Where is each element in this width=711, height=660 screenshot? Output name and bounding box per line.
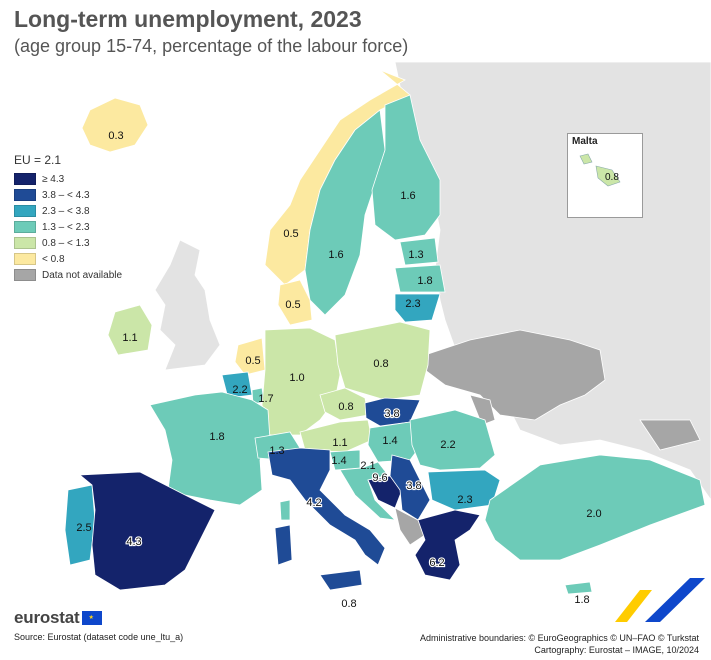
map-subtitle: (age group 15-74, percentage of the labo… <box>14 36 409 56</box>
legend-label: ≥ 4.3 <box>42 173 65 185</box>
legend-swatch <box>14 253 36 265</box>
georgia-no-data <box>639 419 701 451</box>
corsica-shape <box>279 499 291 521</box>
bosnia-shape <box>367 475 403 509</box>
value-label-ireland: 1.1 <box>122 332 137 344</box>
legend-swatch <box>14 269 36 281</box>
denmark-shape <box>277 279 313 326</box>
admin-line-2: Cartography: Eurostat – IMAGE, 10/2024 <box>534 645 699 655</box>
malta-inset: Malta 0.8 <box>567 133 643 218</box>
legend-item: 1.3 – < 2.3 <box>14 219 122 235</box>
value-label-serbia: 3.8 <box>406 480 421 492</box>
legend-label: Data not available <box>42 269 123 281</box>
legend-swatch <box>14 173 36 185</box>
value-label-italy: 4.2 <box>306 497 321 509</box>
value-label-finland: 1.6 <box>400 190 415 202</box>
value-label-latvia: 1.8 <box>417 275 432 287</box>
ukraine-no-data <box>424 329 606 421</box>
logo-wordmark: eurostat <box>14 608 80 627</box>
spain-shape <box>78 471 216 591</box>
ireland-shape <box>107 304 153 356</box>
legend-swatch <box>14 221 36 233</box>
uk-land <box>154 239 221 371</box>
malta-shape-svg <box>579 153 621 187</box>
value-label-sweden: 1.6 <box>328 249 343 261</box>
map-title: Long-term unemployment, 2023 <box>14 6 362 32</box>
malta-shape <box>579 153 621 187</box>
legend-item: 3.8 – < 4.3 <box>14 187 122 203</box>
cyprus-shape <box>564 581 593 595</box>
value-label-portugal: 2.5 <box>76 522 91 534</box>
value-label-spain: 4.3 <box>126 536 141 548</box>
latvia-shape <box>394 264 446 293</box>
eu-flag-icon: ★ <box>82 611 103 625</box>
finland-shape <box>371 94 441 241</box>
legend-label: < 0.8 <box>42 253 65 265</box>
source-note: Source: Eurostat (dataset code une_ltu_a… <box>14 632 184 642</box>
value-label-bosnia-and-herzegovina: 9.6 <box>372 472 387 484</box>
legend-label: 2.3 – < 3.8 <box>42 205 90 217</box>
map-legend: EU = 2.1 ≥ 4.3 3.8 – < 4.3 2.3 – < 3.8 1.3 … <box>14 153 122 283</box>
turkiye-shape <box>484 454 706 561</box>
value-label-denmark: 0.5 <box>285 299 300 311</box>
value-label-bulgaria: 2.3 <box>457 494 472 506</box>
value-label-greece: 6.2 <box>429 557 444 569</box>
value-label-belgium: 2.2 <box>232 384 247 396</box>
value-label-romania: 2.2 <box>440 439 455 451</box>
decorative-stripe-yellow <box>615 590 652 622</box>
value-label-netherlands: 0.5 <box>245 355 260 367</box>
value-label-hungary: 1.4 <box>382 435 397 447</box>
value-label-czechia: 0.8 <box>338 401 353 413</box>
value-label-estonia: 1.3 <box>408 249 423 261</box>
estonia-shape <box>399 237 439 266</box>
inset-title: Malta <box>572 136 598 147</box>
greece-shape <box>414 509 481 581</box>
value-label-slovenia: 1.4 <box>331 455 346 467</box>
admin-note: Administrative boundaries: © EuroGeograp… <box>420 632 699 656</box>
sardinia-shape <box>274 524 293 566</box>
france-shape <box>149 391 271 506</box>
value-label-iceland: 0.3 <box>108 130 123 142</box>
value-label-slovakia: 3.8 <box>384 408 399 420</box>
legend-item: 2.3 – < 3.8 <box>14 203 122 219</box>
legend-item: Data not available <box>14 267 122 283</box>
eurostat-logo: eurostat ★ <box>14 608 103 628</box>
value-label-malta: 0.8 <box>341 598 356 610</box>
value-label-croatia: 2.1 <box>360 460 375 472</box>
legend-label: 0.8 – < 1.3 <box>42 237 90 249</box>
italy-shape <box>267 447 386 566</box>
legend-swatch <box>14 237 36 249</box>
admin-line-1: Administrative boundaries: © EuroGeograp… <box>419 633 699 643</box>
sicily-shape <box>319 569 363 591</box>
netherlands-shape <box>234 337 266 376</box>
western-balkans-no-data <box>394 507 426 546</box>
value-label-norway: 0.5 <box>283 228 298 240</box>
legend-heading: EU = 2.1 <box>14 153 62 167</box>
legend-swatch <box>14 189 36 201</box>
legend-item: 0.8 – < 1.3 <box>14 235 122 251</box>
lithuania-shape <box>394 293 441 323</box>
value-label-switzerland: 1.3 <box>269 445 284 457</box>
legend-item: ≥ 4.3 <box>14 171 122 187</box>
value-label-germany: 1.0 <box>289 372 304 384</box>
value-label-austria: 1.1 <box>332 437 347 449</box>
croatia-shape <box>339 461 397 521</box>
iceland-shape <box>81 97 149 153</box>
legend-label: 3.8 – < 4.3 <box>42 189 90 201</box>
poland-shape <box>334 321 431 401</box>
value-label-cyprus: 1.8 <box>574 594 589 606</box>
germany-shape <box>261 327 341 436</box>
moldova-no-data <box>469 394 496 426</box>
romania-shape <box>409 409 496 471</box>
malta-value: 0.8 <box>605 172 619 183</box>
value-label-lithuania: 2.3 <box>405 298 420 310</box>
legend-label: 1.3 – < 2.3 <box>42 221 90 233</box>
legend-item: < 0.8 <box>14 251 122 267</box>
value-label-poland: 0.8 <box>373 358 388 370</box>
legend-swatch <box>14 205 36 217</box>
value-label-t-rkiye: 2.0 <box>586 508 601 520</box>
value-label-luxembourg: 1.7 <box>258 393 273 405</box>
value-label-france: 1.8 <box>209 431 224 443</box>
decorative-stripe-blue <box>645 578 705 622</box>
